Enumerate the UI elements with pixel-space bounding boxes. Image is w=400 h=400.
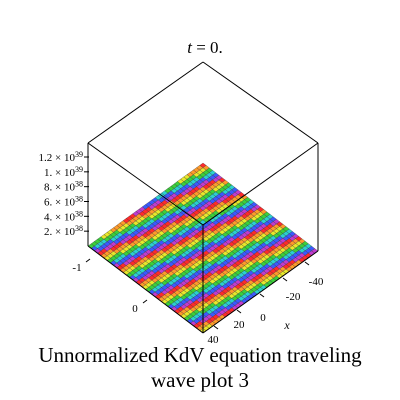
z-tick-label: 6. × 1038	[44, 195, 83, 209]
box-edge-front-top-right	[202, 142, 319, 226]
x-tick-label: 40	[208, 334, 220, 346]
box-edge-front-top	[87, 142, 204, 226]
box-edge-base-right	[202, 250, 319, 334]
z-tick-label: 2. × 1038	[44, 224, 83, 238]
x-tick-mark	[236, 309, 242, 314]
y-tick-label: -1	[72, 262, 81, 274]
z-tick-label: 1. × 1039	[44, 165, 83, 179]
x-axis-label: x	[283, 318, 290, 332]
box-edge-right-top	[202, 61, 319, 144]
x-tick-mark	[282, 277, 288, 282]
box-edge-back-top	[87, 61, 204, 144]
y-tick-label: 0	[132, 303, 138, 315]
surface-mesh	[87, 162, 319, 334]
x-tick-label: 20	[234, 319, 246, 331]
y-axis: -1 0	[72, 258, 148, 315]
box-edge-base-left	[87, 245, 204, 334]
z-tick-label: 1.2 × 1039	[39, 150, 83, 164]
chart-title: t = 0.	[187, 38, 223, 57]
x-tick-mark	[259, 293, 265, 298]
x-axis: -40 -20 0 20 40 x	[208, 261, 324, 346]
bounding-box	[87, 61, 319, 334]
z-tick-label: 8. × 1038	[44, 180, 83, 194]
x-tick-label: -40	[309, 276, 324, 288]
x-tick-mark	[304, 261, 310, 266]
y-tick-mark	[85, 258, 91, 263]
caption-line-2: wave plot 3	[151, 368, 249, 392]
x-tick-label: 0	[260, 312, 266, 324]
x-tick-mark	[213, 325, 219, 330]
y-tick-mark	[142, 299, 148, 304]
x-tick-label: -20	[286, 291, 301, 303]
z-tick-label: 4. × 1038	[44, 209, 83, 223]
caption-line-1: Unnormalized KdV equation traveling	[38, 343, 362, 367]
